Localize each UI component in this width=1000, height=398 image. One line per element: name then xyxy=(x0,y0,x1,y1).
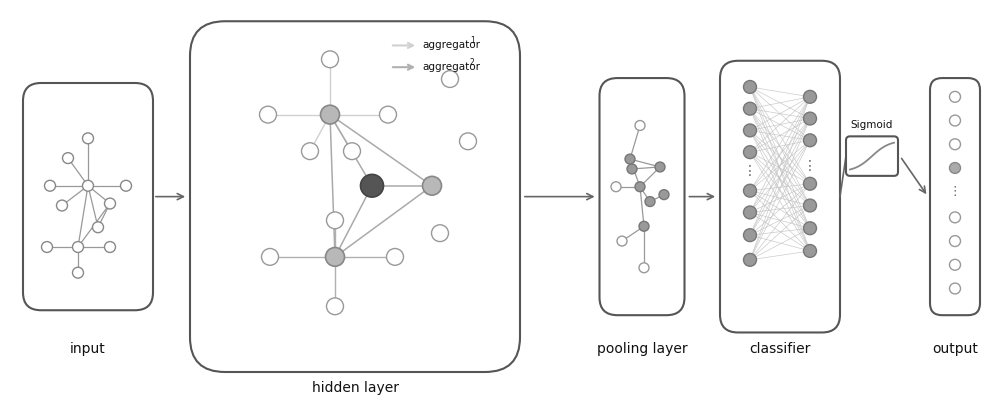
FancyBboxPatch shape xyxy=(930,78,980,315)
FancyBboxPatch shape xyxy=(720,61,840,332)
Circle shape xyxy=(617,236,627,246)
FancyBboxPatch shape xyxy=(190,21,520,372)
Circle shape xyxy=(44,180,56,191)
Circle shape xyxy=(950,212,961,223)
Circle shape xyxy=(326,298,344,315)
Circle shape xyxy=(950,259,961,270)
Circle shape xyxy=(639,263,649,273)
Circle shape xyxy=(326,248,344,266)
Circle shape xyxy=(260,106,276,123)
Circle shape xyxy=(635,121,645,131)
Circle shape xyxy=(655,162,665,172)
Circle shape xyxy=(344,143,360,160)
Circle shape xyxy=(320,105,340,124)
Text: classifier: classifier xyxy=(749,342,811,356)
Circle shape xyxy=(950,283,961,294)
Circle shape xyxy=(62,153,74,164)
FancyBboxPatch shape xyxy=(846,137,898,176)
Text: aggregator: aggregator xyxy=(422,41,480,51)
Circle shape xyxy=(635,182,645,192)
Circle shape xyxy=(804,112,816,125)
Circle shape xyxy=(950,162,961,174)
Circle shape xyxy=(380,106,396,123)
Circle shape xyxy=(360,174,384,197)
Circle shape xyxy=(42,242,52,252)
Circle shape xyxy=(659,190,669,199)
Circle shape xyxy=(744,102,757,115)
Circle shape xyxy=(950,92,961,102)
Circle shape xyxy=(744,229,757,242)
Circle shape xyxy=(639,221,649,231)
Circle shape xyxy=(744,80,757,94)
Circle shape xyxy=(744,184,757,197)
Circle shape xyxy=(804,134,816,147)
Circle shape xyxy=(92,222,104,233)
Circle shape xyxy=(625,154,635,164)
Circle shape xyxy=(120,180,132,191)
Circle shape xyxy=(72,242,84,252)
Circle shape xyxy=(744,146,757,158)
Text: pooling layer: pooling layer xyxy=(597,342,687,356)
Circle shape xyxy=(432,225,449,242)
Circle shape xyxy=(72,267,84,278)
Circle shape xyxy=(104,242,116,252)
Circle shape xyxy=(744,206,757,219)
FancyBboxPatch shape xyxy=(600,78,684,315)
Circle shape xyxy=(627,164,637,174)
Circle shape xyxy=(950,236,961,246)
FancyBboxPatch shape xyxy=(23,83,153,310)
Circle shape xyxy=(804,244,816,258)
Circle shape xyxy=(56,200,68,211)
Circle shape xyxy=(322,51,338,68)
Circle shape xyxy=(744,254,757,266)
Text: output: output xyxy=(932,342,978,356)
Text: ⋮: ⋮ xyxy=(949,185,961,198)
Circle shape xyxy=(262,248,278,265)
Circle shape xyxy=(611,182,621,192)
Circle shape xyxy=(442,70,458,88)
Text: 2: 2 xyxy=(470,58,475,67)
Text: input: input xyxy=(70,342,106,356)
Circle shape xyxy=(82,133,94,144)
Circle shape xyxy=(302,143,318,160)
Circle shape xyxy=(804,178,816,190)
Text: 1: 1 xyxy=(470,37,475,45)
Circle shape xyxy=(744,124,757,137)
Circle shape xyxy=(804,222,816,235)
Circle shape xyxy=(422,176,442,195)
Text: aggregator: aggregator xyxy=(422,62,480,72)
Circle shape xyxy=(950,115,961,126)
Circle shape xyxy=(645,197,655,207)
Circle shape xyxy=(950,139,961,150)
Circle shape xyxy=(326,212,344,229)
Circle shape xyxy=(804,90,816,103)
Text: ⋮: ⋮ xyxy=(743,164,757,178)
Circle shape xyxy=(804,199,816,212)
Circle shape xyxy=(386,248,404,265)
Text: hidden layer: hidden layer xyxy=(312,381,398,395)
Circle shape xyxy=(82,180,94,191)
Circle shape xyxy=(460,133,477,150)
Circle shape xyxy=(104,198,116,209)
Text: Sigmoid: Sigmoid xyxy=(851,121,893,131)
Text: ⋮: ⋮ xyxy=(803,159,817,173)
